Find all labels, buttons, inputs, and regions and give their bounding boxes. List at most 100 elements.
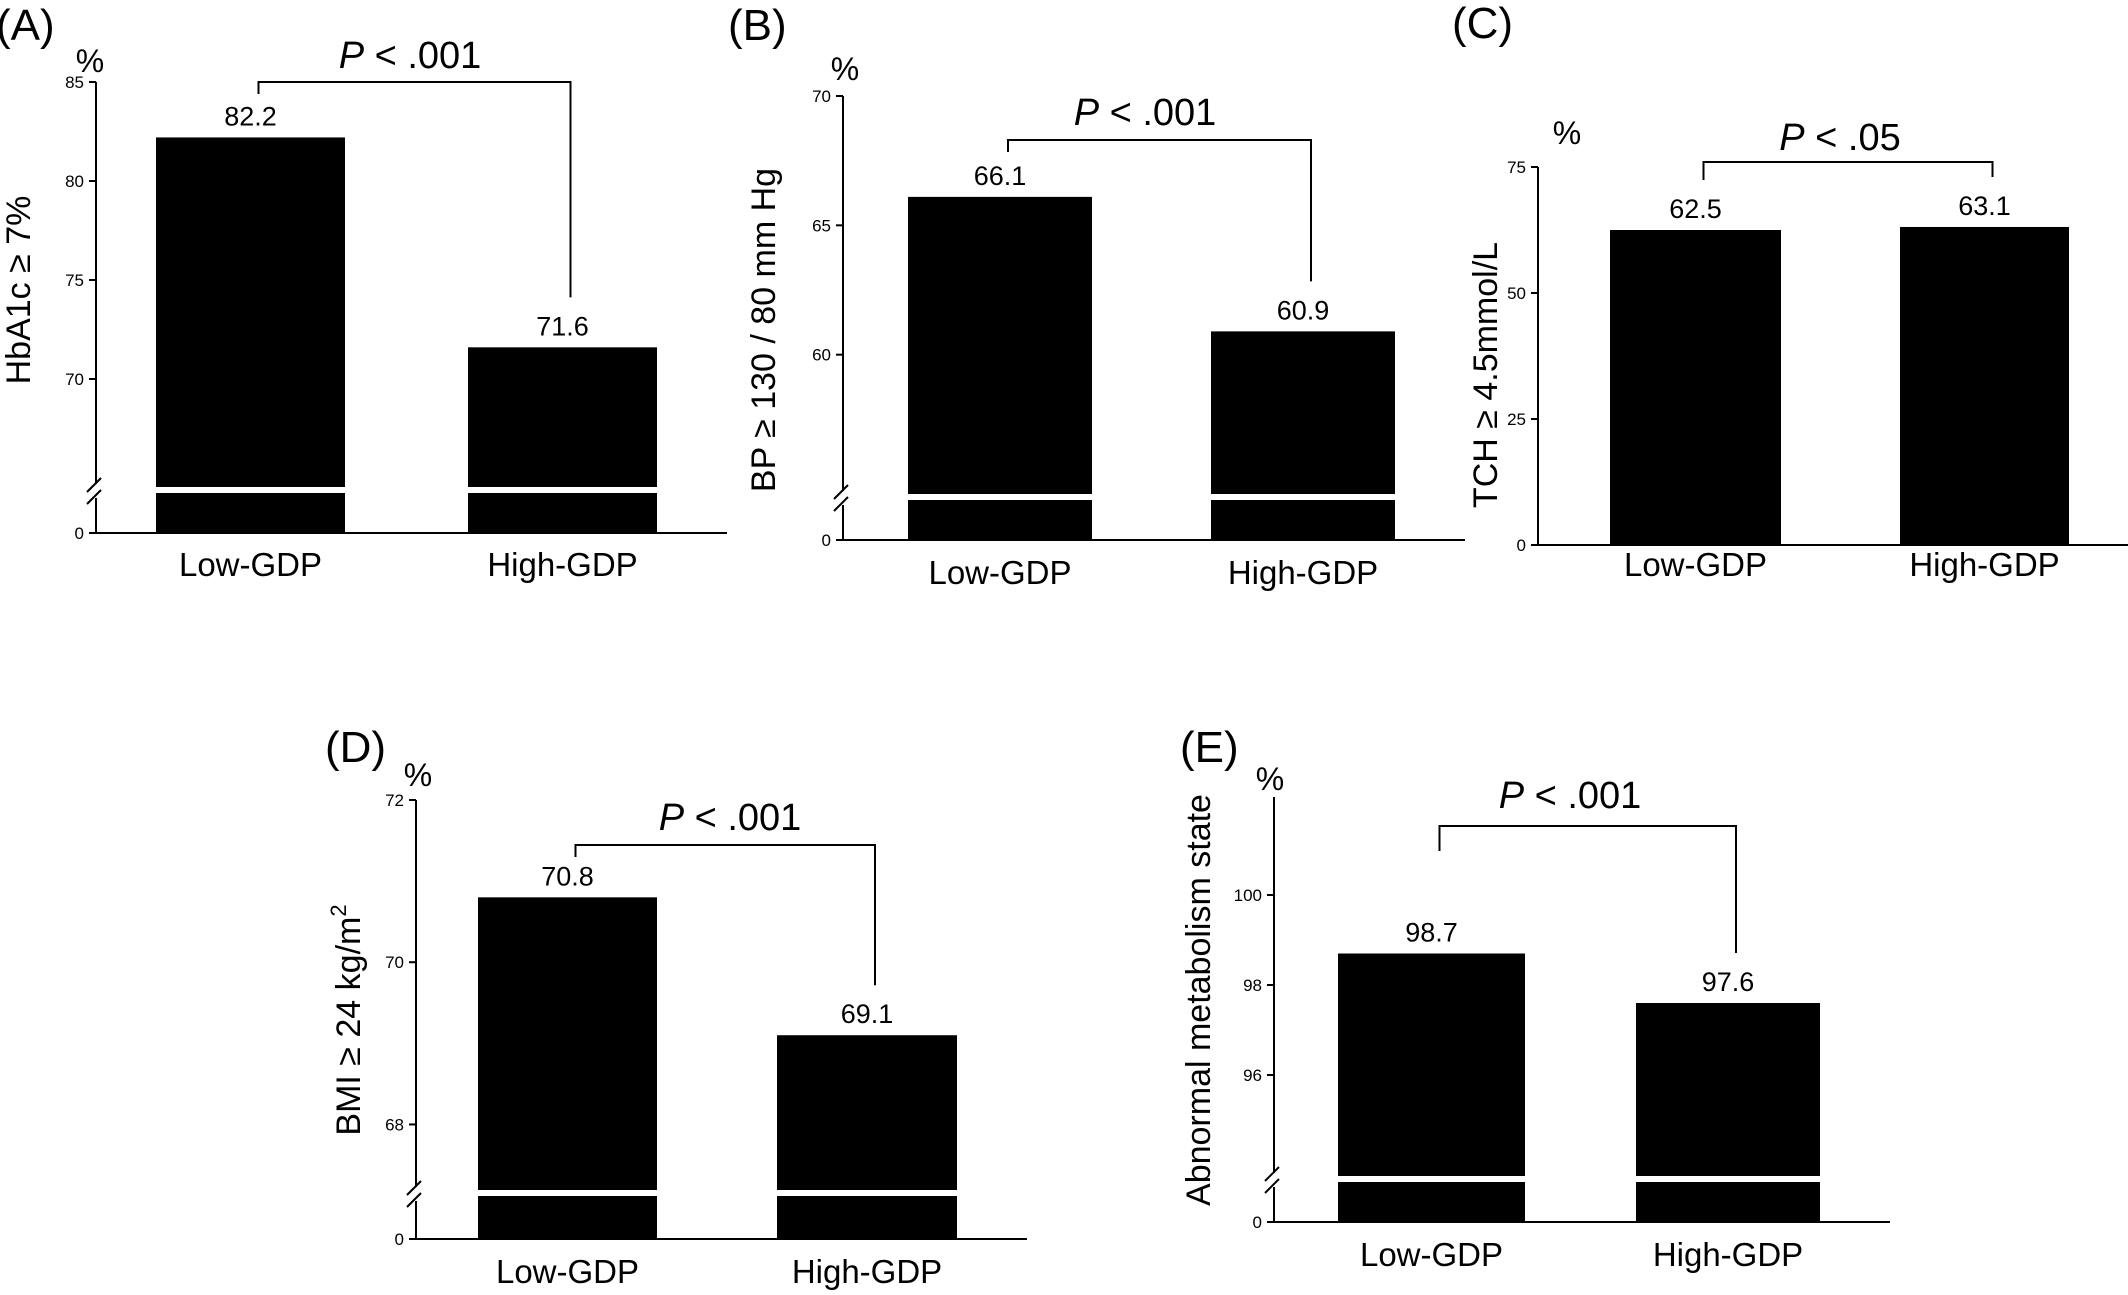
bar-break-gap [1337, 1176, 1526, 1182]
y-tick-label: 0 [75, 524, 84, 543]
p-value-text: < .001 [684, 797, 801, 839]
bar-high-gdp [777, 1035, 957, 1239]
axis-break-mark [1264, 1178, 1280, 1194]
bar-high-gdp [1900, 226, 2069, 545]
p-value-prefix: P [339, 35, 365, 77]
y-tick-label: 80 [65, 172, 84, 191]
panel-letter: (B) [728, 1, 787, 50]
y-axis-label-superscript: 2 [326, 904, 351, 916]
p-value-prefix: P [1074, 92, 1100, 134]
unit-label: % [831, 51, 859, 87]
bar-value-label: 69.1 [841, 999, 894, 1029]
axis-break-mark [86, 489, 102, 505]
axis-break-mark [406, 1192, 422, 1208]
bar-value-label: 60.9 [1277, 295, 1330, 325]
bar-value-label: 71.6 [536, 311, 589, 341]
y-tick-label: 96 [1243, 1066, 1262, 1085]
panel-letter: (D) [325, 723, 386, 772]
y-axis-label-text: HbA1c ≥ 7% [0, 196, 38, 385]
y-tick-label: 72 [385, 791, 404, 810]
p-value-prefix: P [1779, 117, 1805, 159]
axis-break-mark [86, 477, 102, 493]
bar-break-gap [467, 487, 658, 493]
bar-high-gdp [1636, 1003, 1820, 1222]
y-tick-label: 65 [812, 216, 831, 235]
p-value-label: P < .001 [339, 35, 482, 77]
unit-label: % [76, 43, 104, 79]
y-tick-label: 100 [1234, 886, 1262, 905]
bar-value-label: 66.1 [974, 161, 1027, 191]
chart-panel-d: (D)% BMI ≥ 24 kg/m2 0 68 70 72 70.8 Low-GDP 69.1… [325, 723, 1027, 1290]
bar-value-label: 70.8 [541, 861, 594, 891]
y-axis-label: TCH ≥ 4.5mmol/L [1467, 242, 1505, 508]
bar-value-label: 63.1 [1958, 191, 2011, 221]
chart-panel-c: (C)% TCH ≥ 4.5mmol/L 0 25 50 75 62.5 Low-GDP 63.… [1452, 0, 2128, 583]
bar-value-label: 97.6 [1702, 967, 1755, 997]
chart-panel-b: (B)% BP ≥ 130 / 80 mm Hg 0 60 65 70 66.1 Low-GD… [728, 1, 1465, 591]
significance-bracket [574, 844, 876, 986]
x-tick-label: Low-GDP [928, 554, 1071, 591]
bar-value-label: 98.7 [1405, 918, 1458, 948]
y-axis-label-text: BP ≥ 130 / 80 mm Hg [745, 168, 783, 492]
p-value-prefix: P [659, 797, 685, 839]
y-axis-label: BMI ≥ 24 kg/m2 [326, 904, 368, 1135]
bar-low-gdp [478, 897, 657, 1239]
bar-break-gap [477, 1190, 658, 1196]
bar-break-gap [776, 1190, 958, 1196]
chart-panel-e: (E)% Abnormal metabolism state 0 96 98 100 98.… [1180, 723, 1890, 1273]
x-tick-label: Low-GDP [179, 546, 322, 583]
y-tick-label: 68 [385, 1115, 404, 1134]
p-value-text: < .05 [1805, 117, 1901, 159]
y-tick-label: 0 [1517, 536, 1526, 555]
significance-bracket [1007, 139, 1312, 282]
panel-letter: (C) [1452, 0, 1513, 48]
p-value-text: < .001 [1524, 775, 1641, 817]
y-tick-label: 70 [65, 370, 84, 389]
x-tick-label: High-GDP [1653, 1236, 1803, 1273]
x-tick-label: Low-GDP [1360, 1236, 1503, 1273]
bar-high-gdp [468, 347, 657, 533]
bar-low-gdp [1610, 230, 1781, 545]
p-value-prefix: P [1499, 775, 1525, 817]
axis-break-mark [1264, 1166, 1280, 1182]
x-tick-label: High-GDP [1228, 554, 1378, 591]
p-value-label: P < .001 [659, 797, 802, 839]
bar-value-label: 62.5 [1669, 194, 1722, 224]
significance-bracket [257, 81, 572, 298]
y-axis-label-text: Abnormal metabolism state [1180, 794, 1218, 1206]
significance-bracket [1438, 825, 1737, 953]
y-tick-label: 0 [395, 1230, 404, 1249]
unit-label: % [1553, 115, 1581, 151]
y-tick-label: 0 [1253, 1213, 1262, 1232]
y-tick-label: 0 [822, 531, 831, 550]
bar-low-gdp [908, 196, 1092, 540]
y-tick-label: 75 [1507, 158, 1526, 177]
axis-break-mark [833, 496, 849, 512]
y-axis-label-text: BMI ≥ 24 kg/m [330, 917, 368, 1136]
bar-high-gdp [1211, 331, 1395, 540]
bar-break-gap [907, 494, 1093, 500]
x-tick-label: High-GDP [1909, 546, 2059, 583]
y-tick-label: 60 [812, 346, 831, 365]
bar-break-gap [1635, 1176, 1821, 1182]
panel-letter: (E) [1180, 723, 1239, 772]
y-axis-label: HbA1c ≥ 7% [0, 196, 38, 385]
y-tick-label: 70 [812, 87, 831, 106]
unit-label: % [1256, 761, 1284, 797]
panel-letter: (A) [0, 1, 55, 50]
chart-panel-a: (A)% HbA1c ≥ 7% 0 70 75 80 85 82.2 Low-GDP 71.6 Hi… [0, 1, 727, 583]
p-value-text: < .001 [1099, 92, 1216, 134]
p-value-label: P < .05 [1779, 117, 1901, 159]
y-axis-label: BP ≥ 130 / 80 mm Hg [745, 168, 783, 492]
p-value-label: P < .001 [1499, 775, 1642, 817]
y-axis-label: Abnormal metabolism state [1180, 794, 1218, 1206]
bar-value-label: 82.2 [224, 101, 277, 131]
bar-low-gdp [156, 137, 345, 533]
y-tick-label: 75 [65, 271, 84, 290]
x-tick-label: Low-GDP [496, 1253, 639, 1290]
axis-break-mark [406, 1180, 422, 1196]
y-tick-label: 50 [1507, 284, 1526, 303]
x-tick-label: High-GDP [792, 1253, 942, 1290]
p-value-label: P < .001 [1074, 92, 1217, 134]
